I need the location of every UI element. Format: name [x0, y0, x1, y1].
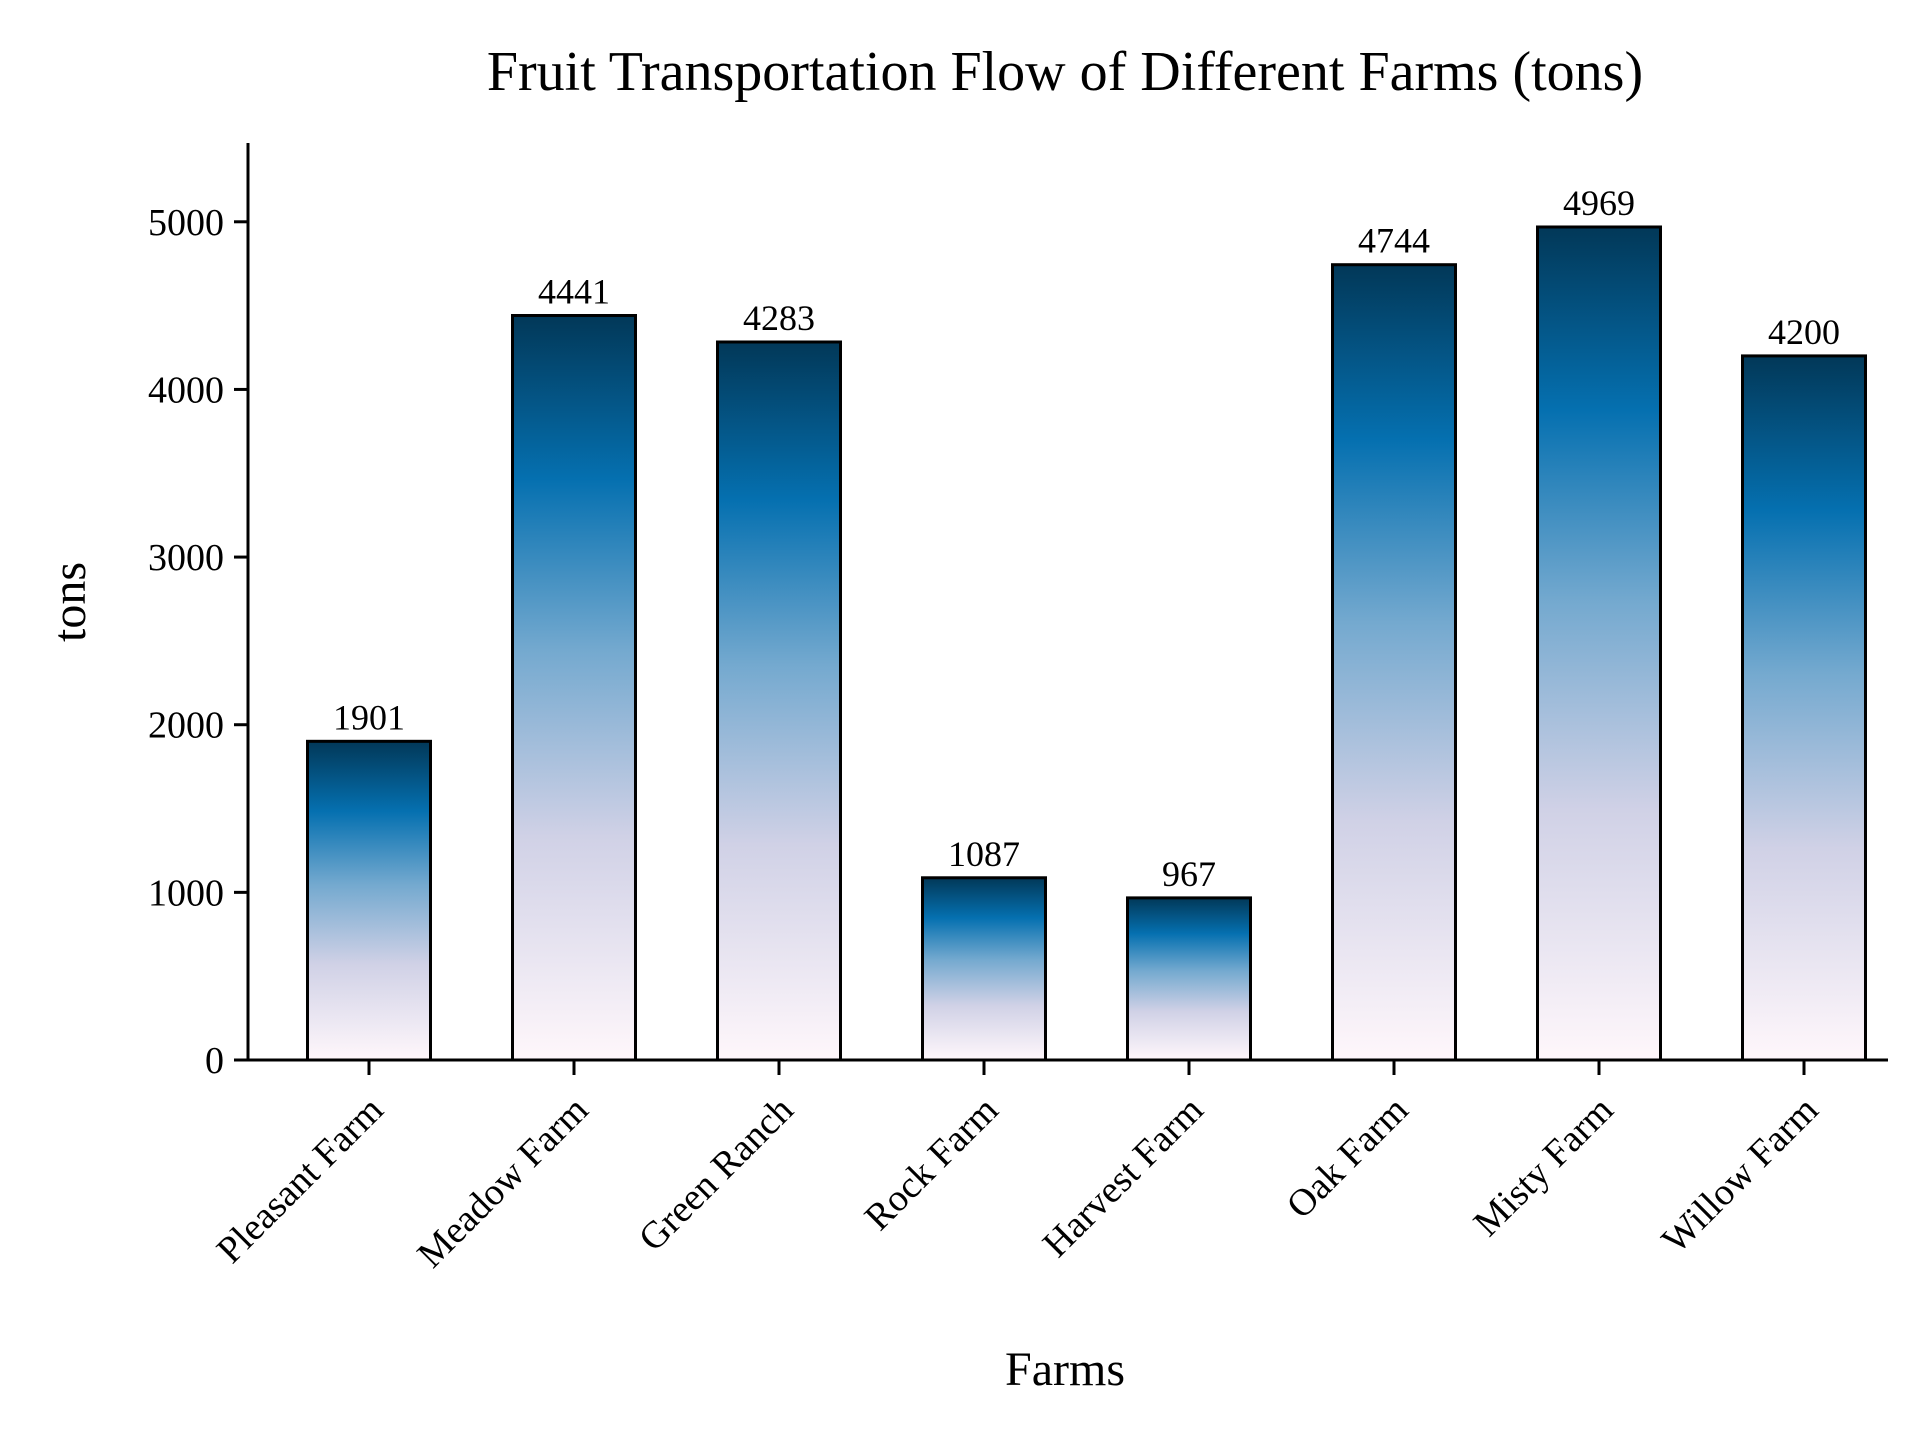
bar-green-ranch	[716, 340, 842, 1062]
y-axis-label: tons	[43, 562, 96, 642]
chart-title: Fruit Transportation Flow of Different F…	[487, 41, 1643, 103]
y-tick-label: 1000	[148, 872, 224, 914]
bar-meadow-farm	[511, 314, 637, 1062]
y-axis-ticks: 0 1000 2000 3000 4000 5000	[148, 202, 248, 1082]
x-tick-label: Pleasant Farm	[209, 1089, 392, 1272]
data-label: 4441	[538, 272, 610, 312]
bar-rock-farm	[921, 876, 1047, 1062]
bar-willow-farm	[1741, 354, 1867, 1062]
y-tick-label: 3000	[148, 537, 224, 579]
bar-oak-farm	[1331, 263, 1457, 1062]
x-axis-label: Farms	[1005, 1343, 1125, 1396]
data-label: 1901	[333, 697, 405, 737]
x-tick-label: Green Ranch	[631, 1089, 802, 1260]
bar-harvest-farm	[1126, 896, 1252, 1062]
data-label: 1087	[948, 834, 1020, 874]
data-label: 4200	[1768, 312, 1840, 352]
x-axis-ticks: Pleasant Farm Meadow Farm Green Ranch Rock …	[209, 1060, 1827, 1276]
bar-pleasant-farm	[306, 739, 432, 1062]
x-tick-label: Meadow Farm	[409, 1089, 596, 1276]
data-labels-group: 1901 4441 4283 1087 967 4744 4969 4200	[333, 183, 1840, 894]
x-tick-label: Oak Farm	[1279, 1089, 1417, 1227]
y-tick-label: 5000	[148, 202, 224, 244]
x-tick-label: Rock Farm	[857, 1089, 1007, 1239]
y-tick-label: 2000	[148, 705, 224, 747]
x-tick-label: Willow Farm	[1654, 1089, 1827, 1262]
y-tick-label: 0	[205, 1040, 224, 1082]
bar-misty-farm	[1536, 225, 1662, 1062]
data-label: 4969	[1563, 183, 1635, 223]
data-label: 4744	[1358, 221, 1430, 261]
x-tick-label: Harvest Farm	[1035, 1089, 1212, 1266]
bars-group	[306, 225, 1867, 1062]
y-tick-label: 4000	[148, 369, 224, 411]
x-tick-label: Misty Farm	[1466, 1089, 1622, 1245]
data-label: 967	[1162, 854, 1216, 894]
data-label: 4283	[743, 298, 815, 338]
